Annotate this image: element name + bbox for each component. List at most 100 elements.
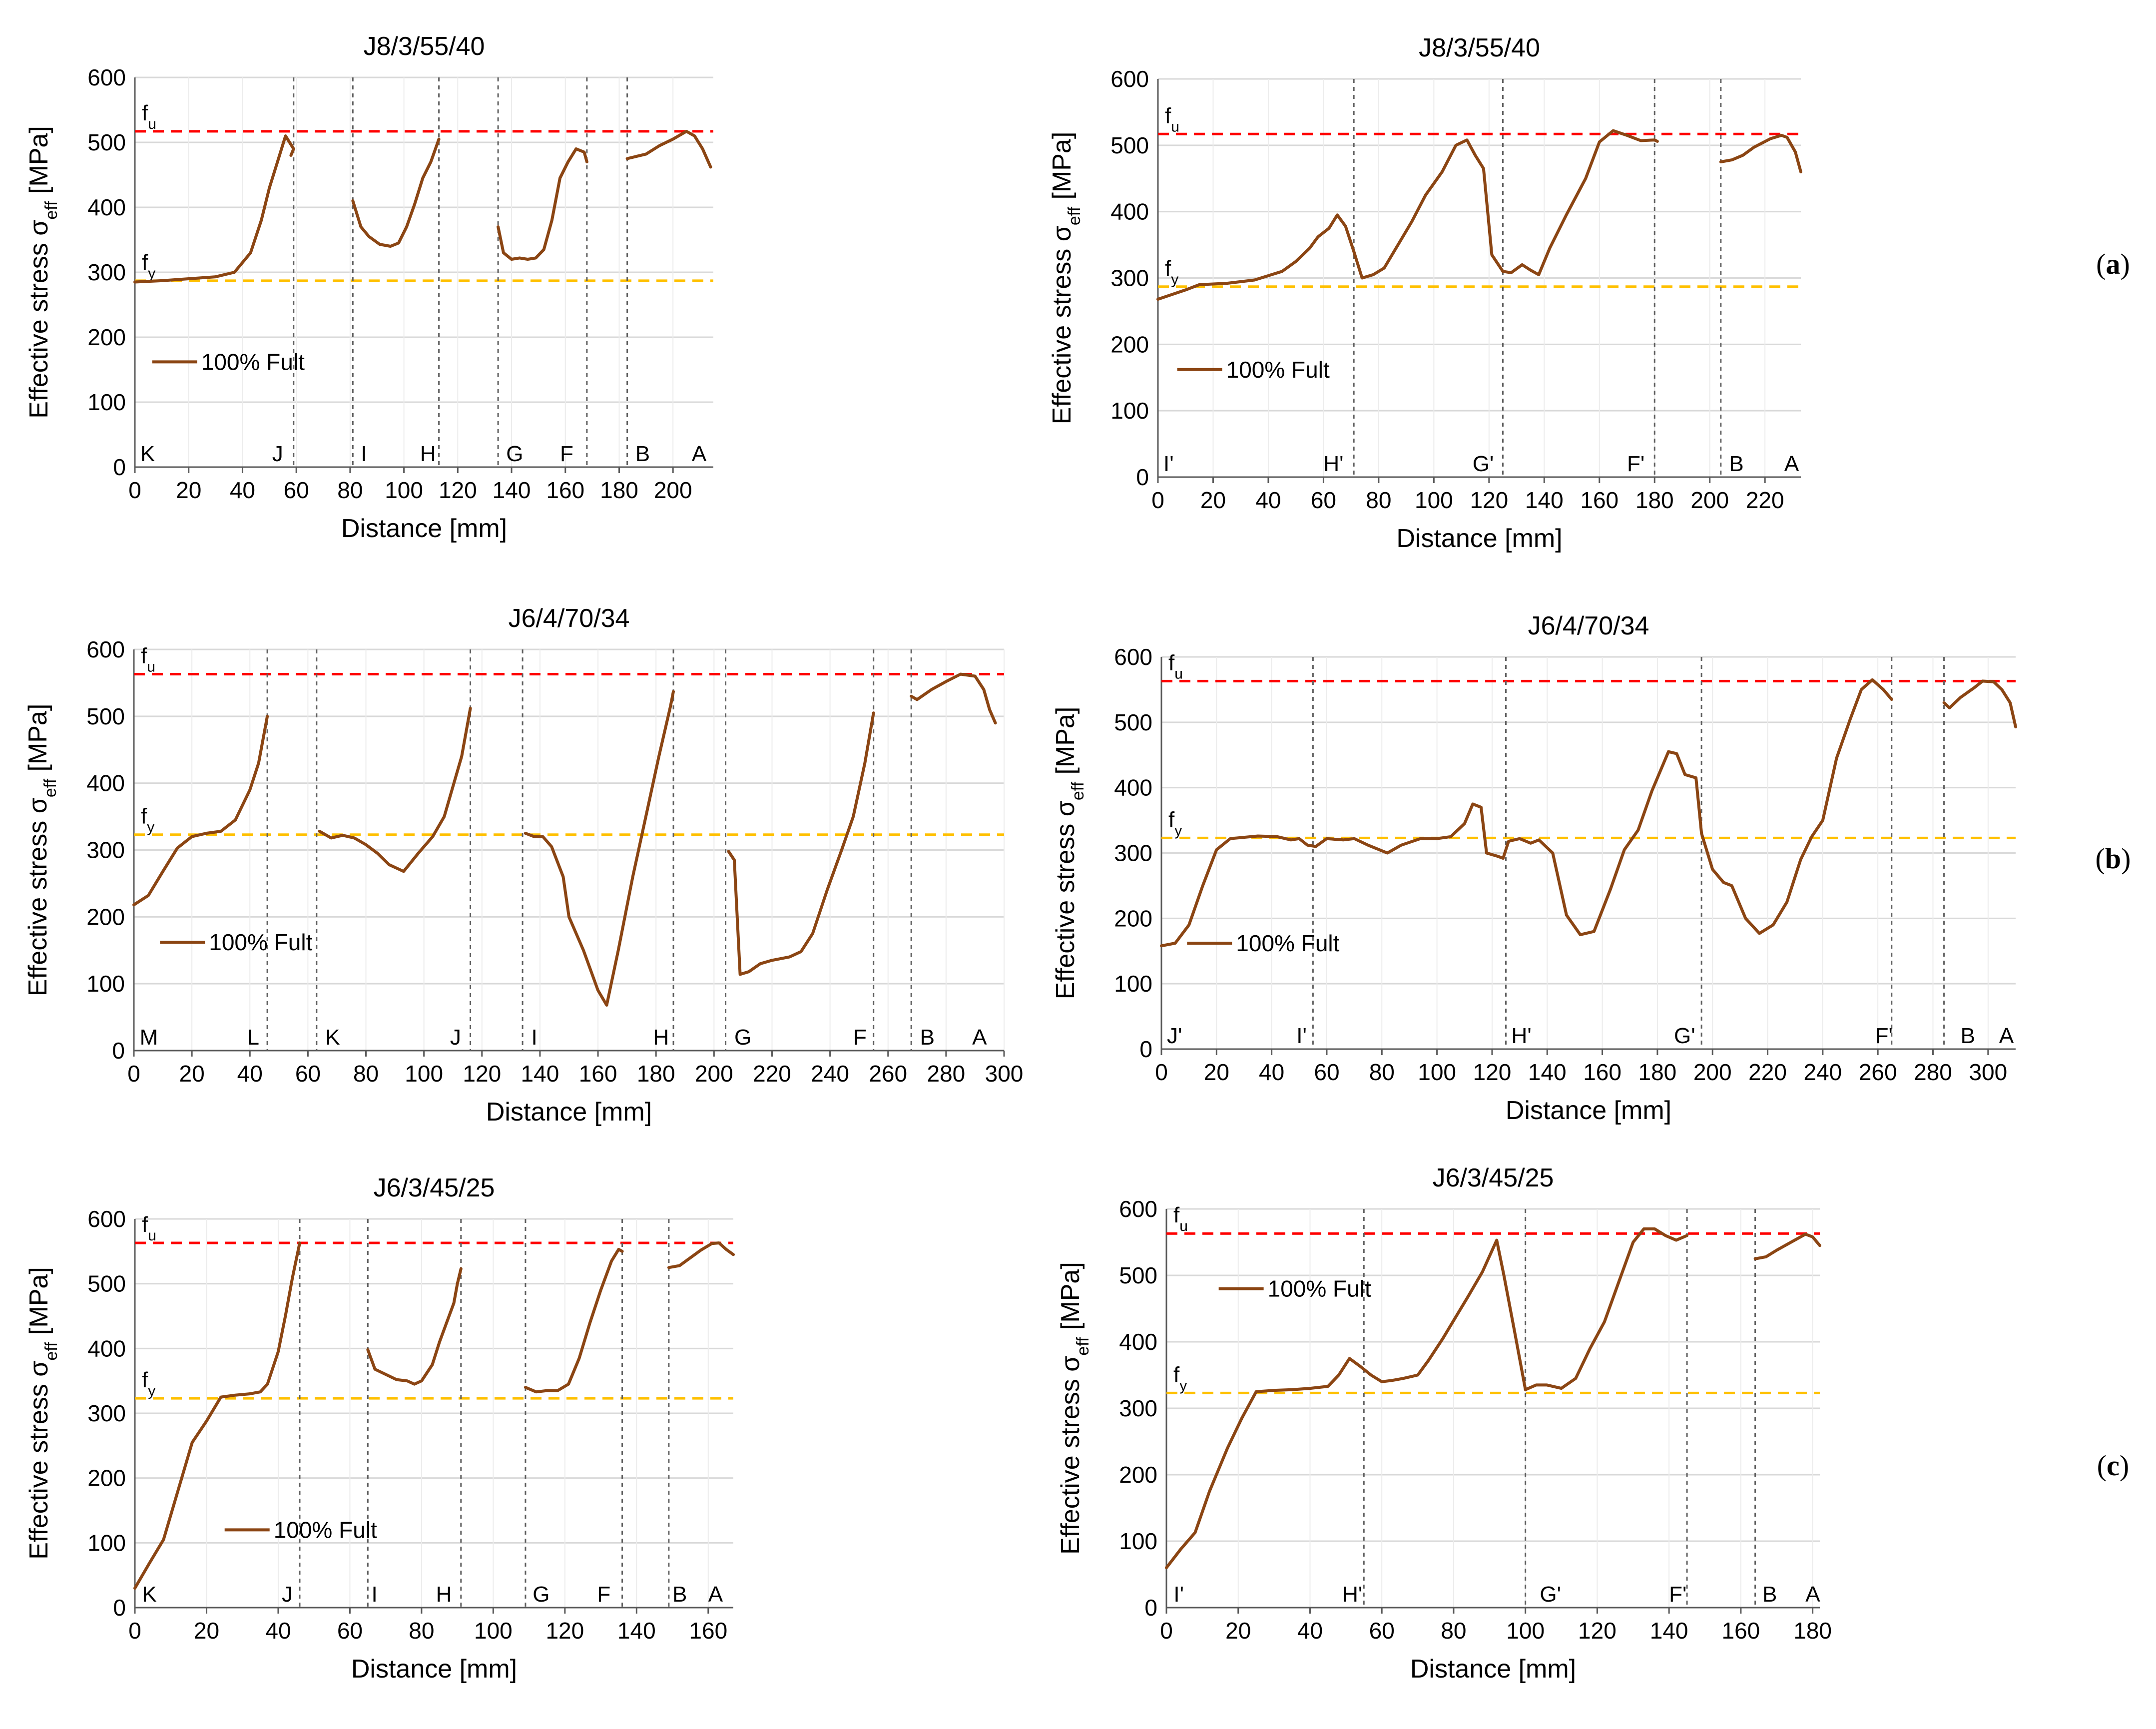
x-axis-label: Distance [mm] — [351, 1655, 517, 1684]
x-tick-label: 140 — [1528, 1059, 1567, 1085]
point-letter: B — [920, 1025, 935, 1050]
point-letter: I' — [1173, 1582, 1184, 1607]
point-letter: B — [1762, 1582, 1777, 1607]
y-label-sub: eff — [42, 201, 61, 220]
x-tick-label: 120 — [1470, 487, 1508, 513]
x-tick-label: 80 — [337, 477, 363, 503]
y-label-unit: [MPa] — [1056, 1262, 1085, 1337]
y-label-main: Effective stress σ — [23, 797, 52, 996]
stress-curve — [1160, 678, 1893, 948]
y-tick-label: 0 — [1139, 1036, 1152, 1062]
fy-label-sub: y — [148, 265, 155, 281]
y-tick-label: 400 — [87, 1335, 126, 1361]
legend-label: 100% Fult — [209, 929, 312, 955]
point-letter: G — [506, 442, 523, 466]
point-letter: M — [140, 1025, 158, 1050]
fu-label-sub: u — [1171, 118, 1179, 135]
x-tick-label: 60 — [1369, 1618, 1395, 1644]
point-letter: H' — [1342, 1582, 1362, 1607]
point-letter: H — [653, 1025, 669, 1050]
x-tick-label: 200 — [1690, 487, 1729, 513]
x-tick-label: 40 — [265, 1618, 291, 1644]
y-tick-label: 400 — [87, 194, 126, 220]
x-tick-label: 20 — [1204, 1059, 1229, 1085]
y-tick-label: 0 — [113, 454, 126, 480]
fu-label: fu — [142, 1212, 156, 1244]
y-tick-label: 300 — [86, 837, 125, 863]
fu-label: fu — [142, 101, 156, 132]
fu-label-sub: u — [1179, 1218, 1188, 1234]
x-tick-label: 140 — [1650, 1618, 1688, 1644]
point-letter: I — [532, 1025, 538, 1050]
y-label-unit: [MPa] — [24, 1267, 53, 1342]
y-label-main: Effective stress σ — [1048, 225, 1077, 424]
fy-label: fy — [1173, 1362, 1187, 1394]
point-letter: J — [272, 442, 283, 466]
y-label-unit: [MPa] — [1051, 707, 1080, 782]
point-letter: K — [140, 442, 155, 466]
point-letter: G' — [1674, 1024, 1695, 1048]
chart-title: J6/3/45/25 — [374, 1173, 495, 1202]
fy-label-sub: y — [1179, 1377, 1187, 1394]
x-tick-label: 180 — [1635, 487, 1674, 513]
stress-curve — [727, 711, 875, 976]
row-label-a: (a) — [2096, 248, 2130, 280]
chart-5: 0 100 200 300 400 500 600 0 20 40 60 80 100 120 140 160… — [24, 1173, 735, 1684]
fu-label-f: f — [1165, 103, 1171, 128]
point-letter: I — [371, 1582, 377, 1607]
point-letter: G — [533, 1582, 549, 1607]
x-tick-label: 220 — [1746, 487, 1784, 513]
fy-label: fy — [142, 250, 155, 282]
y-label-main: Effective stress σ — [24, 220, 53, 419]
x-tick-label: 240 — [1803, 1059, 1842, 1085]
y-tick-label: 300 — [87, 259, 126, 285]
x-tick-label: 80 — [1369, 1059, 1395, 1085]
x-tick-label: 40 — [1259, 1059, 1284, 1085]
point-letter: F' — [1627, 452, 1644, 476]
point-letter: I — [361, 442, 367, 466]
x-tick-label: 80 — [1366, 487, 1391, 513]
x-tick-label: 160 — [689, 1618, 727, 1644]
y-tick-label: 400 — [1119, 1329, 1157, 1355]
x-tick-label: 260 — [1859, 1059, 1897, 1085]
y-label-main: Effective stress σ — [1056, 1356, 1085, 1555]
y-axis-label: Effective stress σeff [MPa] — [1056, 1262, 1092, 1555]
x-tick-label: 120 — [1578, 1618, 1617, 1644]
y-tick-label: 100 — [1114, 971, 1152, 997]
y-tick-label: 300 — [1110, 265, 1149, 291]
point-letter: I' — [1163, 452, 1174, 476]
legend-label: 100% Fult — [274, 1517, 377, 1543]
chart-title: J6/4/70/34 — [1528, 611, 1649, 640]
point-letter: H — [420, 442, 436, 466]
point-letter: I' — [1296, 1024, 1307, 1048]
fu-label-sub: u — [148, 115, 156, 132]
y-tick-label: 600 — [87, 64, 126, 90]
point-letter: B — [635, 442, 650, 466]
x-axis-label: Distance [mm] — [341, 514, 507, 543]
chart-title: J6/3/45/25 — [1433, 1163, 1554, 1192]
y-tick-label: 400 — [1110, 199, 1149, 225]
x-tick-label: 20 — [176, 477, 201, 503]
chart-title: J6/4/70/34 — [509, 604, 630, 633]
point-letter: G' — [1473, 452, 1494, 476]
x-tick-label: 0 — [127, 1061, 140, 1087]
fy-label: fy — [142, 1368, 155, 1399]
y-label-sub: eff — [1069, 781, 1087, 800]
y-tick-label: 600 — [1119, 1196, 1157, 1222]
y-tick-label: 0 — [1144, 1595, 1157, 1621]
point-letter: F' — [1875, 1024, 1893, 1048]
y-tick-label: 500 — [1114, 709, 1152, 735]
fu-label-sub: u — [1174, 665, 1183, 682]
x-tick-label: 280 — [927, 1061, 965, 1087]
x-tick-label: 120 — [463, 1061, 501, 1087]
stress-curve — [497, 147, 588, 261]
chart-4: 0 100 200 300 400 500 600 0 20 40 60 80 100 120 140 160… — [1051, 611, 2017, 1125]
point-letter: B — [672, 1582, 687, 1607]
x-tick-label: 40 — [237, 1061, 263, 1087]
y-tick-label: 400 — [86, 770, 125, 796]
legend-label: 100% Fult — [201, 349, 305, 375]
y-tick-label: 500 — [1110, 132, 1149, 158]
point-letter: H' — [1512, 1024, 1532, 1048]
x-tick-label: 20 — [179, 1061, 205, 1087]
fy-label-sub: y — [1174, 822, 1182, 839]
